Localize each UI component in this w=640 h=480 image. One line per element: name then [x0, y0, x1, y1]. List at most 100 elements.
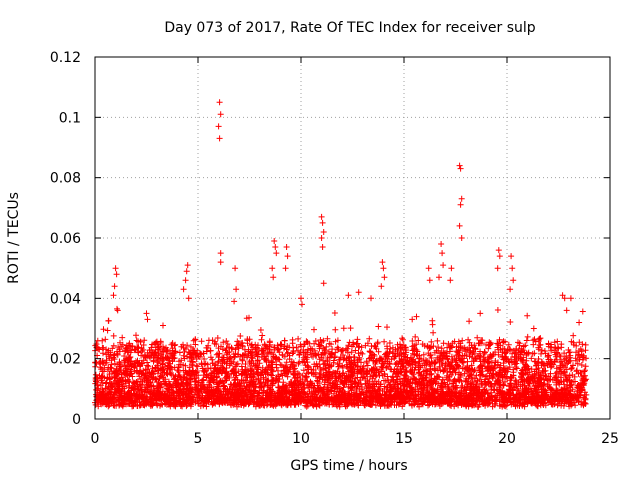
data-point: [452, 369, 459, 376]
data-point: [195, 400, 202, 407]
data-point: [214, 367, 221, 373]
data-point: [188, 398, 195, 404]
data-point: [140, 396, 147, 403]
data-point: [444, 392, 451, 399]
data-point: [511, 359, 518, 366]
data-point: [530, 337, 537, 344]
data-point: [569, 365, 575, 371]
data-point: [162, 394, 169, 401]
data-point: [506, 346, 513, 352]
data-point: [337, 373, 343, 380]
data-point: [423, 370, 430, 377]
data-point: [519, 371, 526, 378]
data-point: [351, 383, 358, 390]
data-point: [487, 380, 494, 387]
data-point: [177, 374, 184, 381]
data-point: [175, 364, 182, 370]
data-point: [282, 390, 289, 397]
data-point: [121, 393, 128, 400]
data-point: [363, 381, 369, 388]
data-point: [192, 341, 199, 348]
data-point: [137, 338, 144, 345]
data-point: [527, 385, 534, 392]
data-point: [119, 334, 126, 341]
data-point: [129, 343, 136, 349]
data-point: [265, 371, 272, 378]
data-point: [238, 363, 245, 370]
data-point: [441, 365, 448, 372]
data-point: [529, 390, 536, 397]
data-point: [181, 385, 188, 392]
data-point: [412, 359, 419, 366]
data-point: [394, 385, 401, 392]
data-point: [278, 371, 285, 378]
data-point: [281, 345, 287, 352]
data-point: [561, 350, 568, 357]
data-point: [140, 342, 147, 348]
data-point: [488, 389, 494, 396]
data-point: [240, 388, 247, 395]
data-point: [127, 354, 134, 360]
data-point: [331, 310, 338, 316]
data-point: [466, 372, 473, 379]
data-point: [568, 402, 575, 409]
data-point: [438, 401, 445, 408]
data-point: [496, 336, 503, 343]
data-point: [515, 379, 522, 386]
data-point: [321, 347, 328, 353]
data-point: [180, 352, 187, 359]
data-point: [284, 373, 291, 380]
data-point: [477, 348, 484, 355]
data-point: [214, 359, 221, 366]
data-point: [332, 326, 339, 333]
data-point: [418, 396, 424, 403]
data-point: [295, 388, 302, 395]
data-point: [308, 352, 315, 358]
data-point: [258, 336, 265, 343]
data-point: [583, 355, 590, 362]
data-point: [317, 370, 324, 377]
data-point: [114, 394, 120, 401]
data-point: [418, 371, 425, 378]
data-point: [165, 378, 172, 385]
data-point: [430, 343, 437, 350]
data-point: [253, 344, 260, 351]
data-point: [116, 359, 123, 366]
data-point: [400, 375, 407, 382]
data-point: [423, 374, 429, 381]
data-point: [203, 374, 210, 381]
data-point: [496, 402, 503, 409]
data-point: [397, 378, 403, 385]
data-point: [94, 337, 101, 344]
data-point: [102, 385, 109, 392]
data-point: [497, 387, 504, 394]
data-point: [400, 356, 407, 363]
data-point: [262, 381, 268, 388]
data-point: [279, 383, 286, 390]
data-point: [122, 348, 129, 355]
data-point: [468, 362, 475, 369]
data-point: [412, 333, 419, 340]
data-point: [573, 368, 580, 375]
data-point: [396, 391, 403, 398]
data-point: [136, 389, 143, 396]
data-point: [524, 333, 531, 340]
data-point: [159, 360, 166, 367]
data-point: [399, 403, 406, 410]
data-point: [344, 397, 351, 404]
data-point: [360, 369, 367, 376]
data-point: [175, 390, 182, 397]
data-point: [323, 365, 329, 372]
data-point: [403, 393, 410, 400]
data-point: [266, 338, 273, 345]
data-point: [413, 347, 420, 353]
data-point: [282, 363, 289, 370]
data-point: [358, 386, 365, 393]
data-point: [111, 360, 118, 367]
data-point: [159, 372, 166, 378]
data-point: [436, 363, 443, 370]
data-point: [482, 363, 488, 370]
data-point: [142, 386, 149, 393]
data-point: [420, 368, 427, 375]
data-point: [417, 395, 424, 402]
